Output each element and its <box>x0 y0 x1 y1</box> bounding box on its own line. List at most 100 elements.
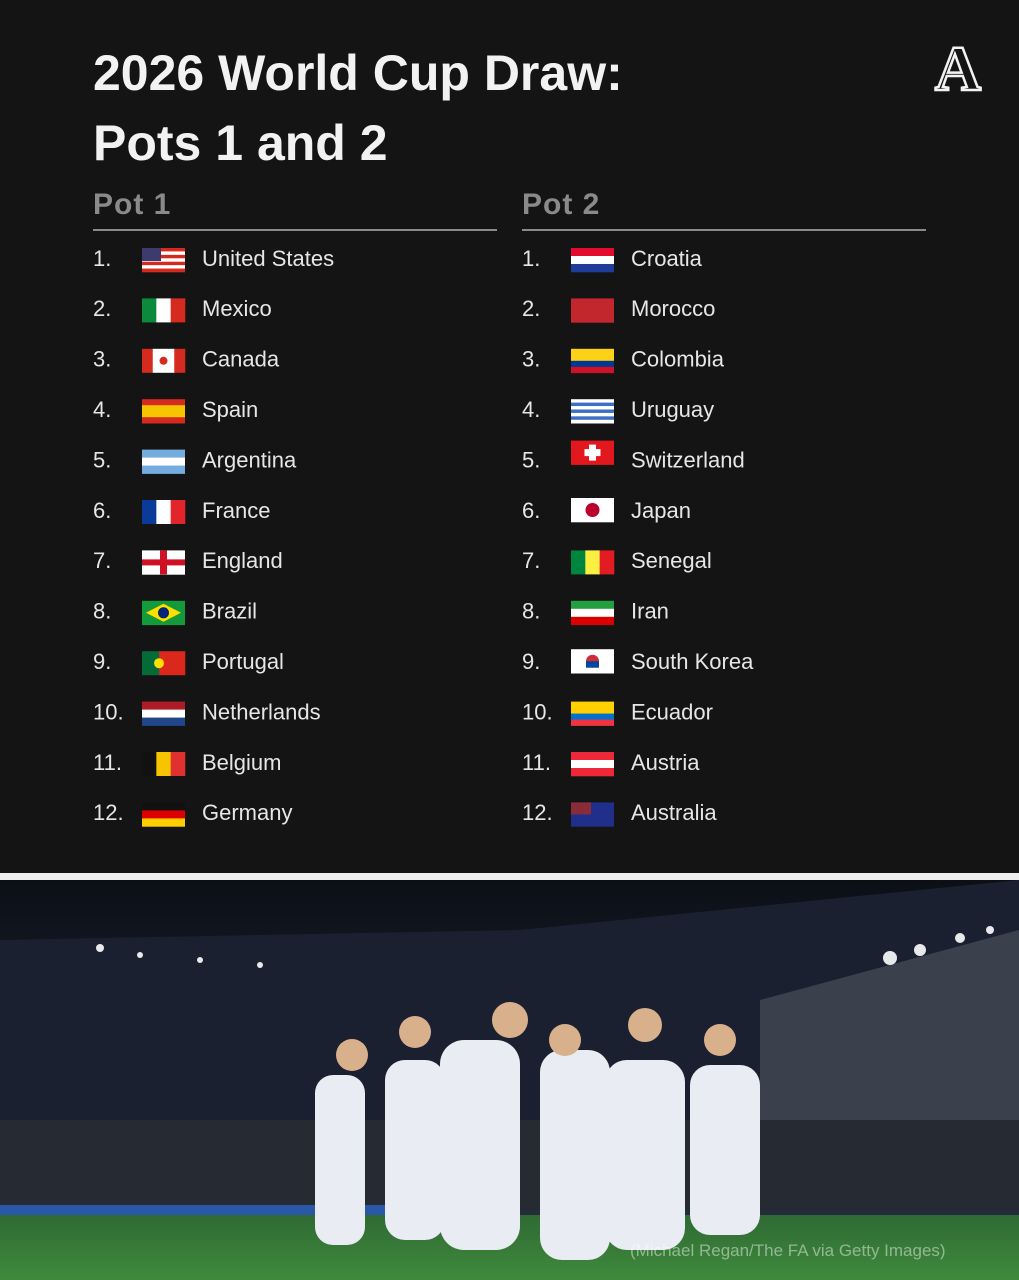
team-name: Netherlands <box>202 699 321 724</box>
team-rank: 1. <box>93 246 111 271</box>
flag-stripe <box>142 701 185 710</box>
team-row: 11. Belgium <box>93 750 281 776</box>
team-name: Uruguay <box>631 397 714 422</box>
team-rank: 7. <box>522 548 540 573</box>
flag-canton <box>142 248 161 261</box>
flag-stripe <box>142 500 157 524</box>
divider <box>0 873 1019 880</box>
team-row: 9. Portugal <box>93 649 284 676</box>
team-name: Germany <box>202 800 292 825</box>
flag-stripe <box>142 411 185 418</box>
flag-stripe <box>176 651 186 676</box>
team-name: South Korea <box>631 649 754 674</box>
team-name: Morocco <box>631 296 715 321</box>
flag-canton <box>571 802 591 815</box>
team-rank: 9. <box>522 649 540 674</box>
flag-stripe <box>142 457 185 466</box>
team-row: 5. Argentina <box>93 447 297 474</box>
flag-stripe <box>571 550 586 575</box>
flag-stripe <box>571 256 614 265</box>
flag-stripe <box>152 348 164 373</box>
flag-stripe <box>142 449 185 458</box>
logo: A <box>935 33 981 104</box>
team-rank: 12. <box>93 800 124 825</box>
flag-stripe <box>571 608 614 618</box>
team-name: Japan <box>631 498 691 523</box>
team-rank: 7. <box>93 548 111 573</box>
flag-stripe <box>163 348 175 373</box>
flag-stripe <box>167 651 177 676</box>
flag-stripe <box>142 651 151 676</box>
team-name: Canada <box>202 347 280 372</box>
flag-stripe <box>571 713 614 720</box>
flag-disc <box>158 607 169 619</box>
team-row: 10. Ecuador <box>522 699 713 726</box>
flag-stripe <box>571 416 614 421</box>
flag-stripe <box>170 298 186 323</box>
flag-stripe <box>142 298 157 323</box>
flag-stripe <box>142 348 154 373</box>
pot-title: Pot 2 <box>522 188 600 221</box>
team-row: 2. Mexico <box>93 296 272 323</box>
team-row: 4. Spain <box>93 397 258 424</box>
team-name: Colombia <box>631 347 725 372</box>
team-row: 8. Iran <box>522 599 669 626</box>
team-name: Belgium <box>202 750 281 775</box>
team-row: 6. Japan <box>522 498 691 523</box>
team-name: Portugal <box>202 649 284 674</box>
flag-stripe <box>142 399 185 406</box>
flag-stripe <box>571 752 614 761</box>
flag-stripe <box>170 752 186 776</box>
flag-stripe <box>142 818 185 827</box>
flag-stripe <box>571 399 614 403</box>
team-name: France <box>202 498 270 523</box>
team-name: Australia <box>631 800 717 825</box>
team-rank: 6. <box>522 498 540 523</box>
flag-stripe <box>571 406 614 410</box>
team-rank: 11. <box>93 750 122 775</box>
team-rank: 4. <box>522 397 540 422</box>
flag-stripe <box>585 550 600 575</box>
team-row: 1. Croatia <box>522 246 703 273</box>
flag-disc <box>586 661 599 668</box>
flag-stripe <box>571 600 614 610</box>
team-row: 4. Uruguay <box>522 397 714 424</box>
team-rank: 3. <box>522 347 540 372</box>
flag-stripe <box>142 709 185 718</box>
flag-stripe <box>142 265 185 269</box>
team-row: 9. South Korea <box>522 649 754 674</box>
flag-stripe <box>571 719 614 726</box>
flag-stripe <box>571 419 614 424</box>
team-rank: 9. <box>93 649 111 674</box>
team-rank: 8. <box>93 599 111 624</box>
team-rank: 4. <box>93 397 111 422</box>
team-rank: 10. <box>522 699 553 724</box>
title: 2026 World Cup Draw: <box>93 45 623 101</box>
team-name: England <box>202 548 283 573</box>
team-name: United States <box>202 246 334 271</box>
flag-stripe <box>571 768 614 777</box>
title: Pots 1 and 2 <box>93 115 388 171</box>
team-name: Iran <box>631 599 669 624</box>
flag-stripe <box>571 412 614 417</box>
team-row: 6. France <box>93 498 270 524</box>
flag-emblem <box>159 356 168 365</box>
team-rank: 12. <box>522 800 553 825</box>
flag-stripe <box>142 752 157 776</box>
photo-credit: (Michael Regan/The FA via Getty Images) <box>630 1241 946 1260</box>
team-row: 11. Austria <box>522 750 700 777</box>
team-row: 7. England <box>93 548 283 575</box>
team-rank: 2. <box>522 296 540 321</box>
team-row: 5. Switzerland <box>522 440 745 472</box>
pot-rule <box>93 229 497 231</box>
flag-stripe <box>142 405 185 412</box>
pot-rule <box>522 229 926 231</box>
flag-stripe <box>571 707 614 714</box>
flag-stripe <box>571 616 614 626</box>
team-row: 12. Germany <box>93 800 292 827</box>
flag-stripe <box>156 752 171 776</box>
team-row: 3. Colombia <box>522 347 725 374</box>
flag-stripe <box>571 298 614 323</box>
team-name: Ecuador <box>631 699 713 724</box>
